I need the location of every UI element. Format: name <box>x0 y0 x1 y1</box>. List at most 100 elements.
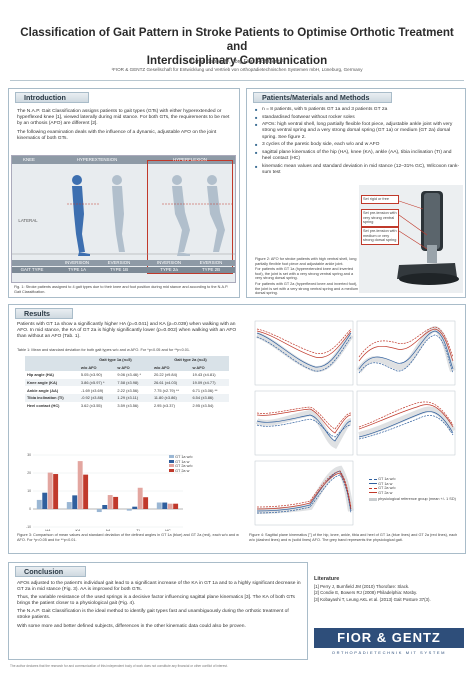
gait-type-label: GAIT TYPE <box>20 267 44 272</box>
company-logo: FIOR & GENTZ <box>314 628 464 648</box>
x-tick-label: KA <box>75 529 81 531</box>
y-tick-label: 10 <box>27 489 31 493</box>
reference-item: [1] Perry J, Burnfield JM (2010) Thorofa… <box>314 584 410 589</box>
kinematics-plots: GT 1a w/o GT 1a w GT 2a w/o GT 2a w phys… <box>247 317 461 531</box>
methods-item: AFOs: high ventral shell, long partially… <box>255 122 461 140</box>
knee-header <box>12 156 235 164</box>
conclusion-text: AFOs adjusted to the patient's individua… <box>17 581 301 629</box>
type-2a-label: TYPE 2a <box>160 267 178 272</box>
bar <box>162 502 168 509</box>
callout-rigid-free: Set rigid or free <box>361 195 399 204</box>
k-legend-gt2a-wo: GT 2a w/o <box>369 486 459 491</box>
methods-heading: Patients/Materials and Methods <box>253 92 393 103</box>
literature-heading: Literature <box>314 576 340 582</box>
legend-gt2a-w: GT 2a w <box>169 468 229 474</box>
table-row: Heel contact (HC) 3.62 (±3.55) 3.59 (±3.… <box>27 402 214 408</box>
bar <box>77 461 83 509</box>
reference-item: [3] Kobayashi T, Leung AKL et al. (2013)… <box>314 596 431 602</box>
bar-legend: GT 1a w/o GT 1a w GT 2a w/o GT 2a w <box>169 455 229 473</box>
header-divider <box>10 80 464 81</box>
methods-list: n = 8 patients, with 5 patients GT 1a an… <box>255 107 461 178</box>
x-tick-label: AA <box>105 529 111 531</box>
inversion-label-2: INVERSION <box>156 260 182 265</box>
table-row: Ankle angle (AA) -1.69 (±3.69) 2.22 (±3.… <box>27 387 218 393</box>
type-1a-label: TYPE 1A <box>67 267 87 272</box>
kinematics-legend: GT 1a w/o GT 1a w GT 2a w/o GT 2a w phys… <box>369 477 459 502</box>
legend-gt2a-wo: GT 2a w/o <box>169 464 229 469</box>
gait-types-figure: KNEE HYPEREXTENSION HYPERFLEXION LATERAL… <box>11 155 236 283</box>
affiliation: ¹FIOR & GENTZ Gesellschaft für Entwicklu… <box>111 67 363 72</box>
k-legend-gt1a-wo: GT 1a w/o <box>369 477 459 482</box>
afo-figure: Set rigid or free Set pre-tension with v… <box>359 185 463 293</box>
methods-item: 3 cycles of the paretic body side, each … <box>255 142 461 148</box>
lateral-label: LATERAL <box>18 218 38 223</box>
plot-heel <box>254 460 354 526</box>
company-tagline: ORTHOPÄDIETECHNIK MIT SYSTEM <box>331 650 447 655</box>
kinematics-curves <box>254 320 456 526</box>
authors: Daniel Sabbagh¹, Jörg Fior¹, Rolf Gentz¹ <box>190 59 284 65</box>
inversion-row <box>12 260 235 266</box>
introduction-heading: Introduction <box>15 92 89 103</box>
bar <box>143 497 149 509</box>
figure2-caption: Figure 2: AFO for stroke patients with h… <box>255 257 358 296</box>
gait-type-row <box>12 267 235 273</box>
conclusion-heading: Conclusion <box>15 566 87 577</box>
bar <box>126 509 132 511</box>
table1: Gait type 1a (n=5) Gait type 2a (n=3) w/… <box>25 356 229 409</box>
k-legend-gt1a-w: GT 1a w <box>369 482 459 487</box>
bar <box>96 509 102 513</box>
methods-section: Patients/Materials and Methods n = 8 pat… <box>246 88 466 298</box>
y-tick-label: 30 <box>27 453 31 457</box>
x-tick-label: HC <box>165 529 171 531</box>
table-row: Tibia inclination (TI) -0.92 (±3.88) 1.2… <box>25 393 229 402</box>
bar <box>72 495 78 509</box>
legend-gt1a-wo: GT 1a w/o <box>169 455 229 460</box>
callout-dorsal-spring: Set pre-tension with medium or very stro… <box>361 227 399 245</box>
plot-ankle <box>254 390 354 456</box>
methods-item: standardised footwear without rocker sol… <box>255 115 461 121</box>
bar <box>107 495 113 509</box>
k-legend-physio: physiological reference group (mean +/- … <box>369 497 459 502</box>
inversion-label-1: INVERSION <box>64 260 90 265</box>
results-heading: Results <box>15 308 73 319</box>
methods-item: n = 8 patients, with 5 patients GT 1a an… <box>255 107 461 113</box>
bar <box>137 487 143 509</box>
eversion-label-1: EVERSION <box>107 260 131 265</box>
table1-caption: Table 1: Mean and standard deviation for… <box>17 348 191 352</box>
knee-label: KNEE <box>23 157 35 162</box>
literature-block: Literature [1] Perry J, Burnfield JM (20… <box>314 576 464 603</box>
plot-tibia <box>356 390 456 456</box>
bar <box>42 492 48 509</box>
table-group2: Gait type 2a (n=3) <box>151 356 229 364</box>
methods-item: sagittal plane kinematics of the hip (HA… <box>255 150 461 162</box>
table-row: Knee angle (KA) 3.86 (±5.97) * 7.58 (±3.… <box>25 378 229 387</box>
x-tick-label: HA <box>45 529 51 531</box>
figure1-caption: Fig. 1: Stroke patients assigned to 4 ga… <box>14 285 229 294</box>
plot-knee <box>356 320 456 386</box>
afo-drawing <box>397 191 459 285</box>
eversion-label-2: EVERSION <box>199 260 223 265</box>
angles-bar-chart: -10 0 10 20 30 HA KA AA TI HC <box>26 453 183 531</box>
bar <box>167 503 173 509</box>
bar <box>132 506 138 509</box>
hyperflexion-box <box>147 160 233 274</box>
bar <box>156 502 162 509</box>
results-section: Results Patients with GT 1a show a signi… <box>8 304 466 554</box>
y-tick-label: 0 <box>29 507 31 511</box>
type-1b-label: TYPE 1B <box>109 267 129 272</box>
bar <box>53 474 59 509</box>
gt1b-figure <box>112 175 125 252</box>
k-legend-gt2a-w: GT 2a w <box>369 491 459 496</box>
results-table: Gait type 1a (n=5) Gait type 2a (n=3) w/… <box>25 356 229 409</box>
type-2b-label: TYPE 2B <box>201 267 221 272</box>
poster-title: Classification of Gait Pattern in Stroke… <box>20 26 454 67</box>
methods-item: kinematic mean values and standard devia… <box>255 164 461 176</box>
reference-item: [2] Condie E, Bowers RJ (2008) Philadelp… <box>314 590 418 596</box>
plot-hip <box>254 320 354 386</box>
callout-ventral-spring: Set pre-tension with very strong ventral… <box>361 209 399 227</box>
table-group1: Gait type 1a (n=5) <box>78 356 152 364</box>
figure4-caption: Figure 4: Sagittal plane kinematics [°] … <box>249 533 458 542</box>
results-text: Patients with GT 1a show a significantly… <box>17 322 237 340</box>
bar <box>83 474 89 509</box>
bar <box>113 496 119 509</box>
